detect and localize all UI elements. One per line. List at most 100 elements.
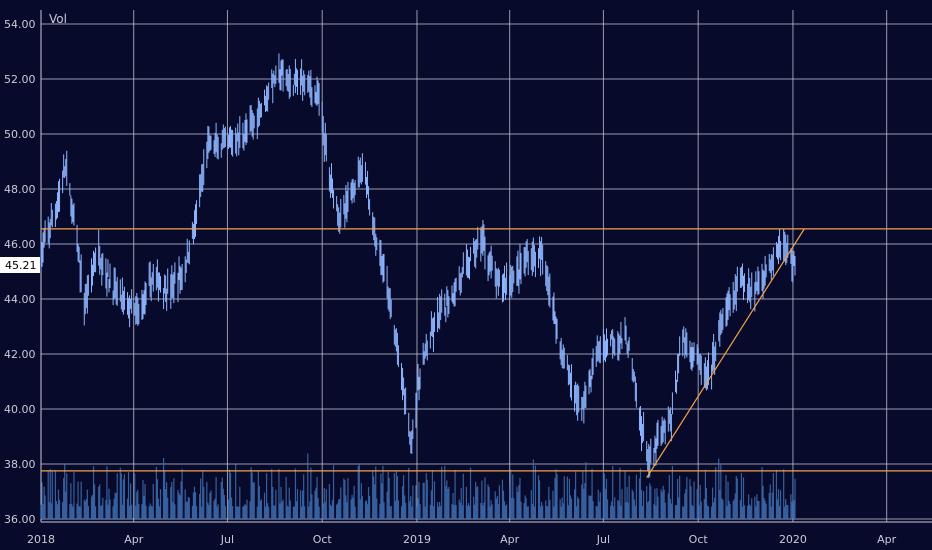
volume-bar: [734, 493, 736, 519]
volume-bar: [93, 484, 96, 519]
volume-bar: [560, 506, 562, 519]
volume-bar: [217, 504, 219, 519]
volume-bar: [250, 467, 252, 519]
volume-bar: [742, 477, 745, 519]
volume-bar: [588, 495, 590, 519]
volume-bar: [150, 505, 152, 519]
volume-bar: [495, 498, 497, 519]
volume-bar: [524, 495, 526, 519]
volume-bar: [400, 506, 403, 519]
volume-bar: [47, 471, 49, 519]
volume-bar: [62, 501, 64, 519]
volume-bar: [440, 506, 442, 519]
volume-bar: [375, 466, 377, 519]
volume-bar: [66, 473, 68, 519]
volume-bar: [713, 502, 715, 519]
volume-bar: [245, 505, 247, 519]
volume-bar: [455, 504, 457, 519]
volume-bar: [221, 477, 223, 519]
volume-bar: [547, 506, 549, 519]
volume-bar: [451, 504, 453, 519]
volume-bar: [172, 502, 174, 519]
volume-bar: [170, 487, 172, 519]
volume-bar: [732, 501, 734, 519]
volume-bar: [596, 506, 598, 519]
volume-bar: [634, 505, 636, 519]
volume-bar: [590, 495, 592, 519]
volume-bar: [698, 505, 700, 519]
volume-bar: [87, 505, 89, 519]
volume-bar: [159, 489, 162, 519]
volume-bar: [729, 503, 731, 519]
volume-bar: [40, 504, 42, 519]
volume-bar: [401, 486, 404, 519]
horizontal-levels: [41, 228, 932, 479]
volume-bar: [177, 489, 179, 519]
volume-bar: [604, 488, 607, 519]
volume-bar: [260, 499, 263, 519]
volume-bar: [360, 483, 362, 519]
x-tick-label: Apr: [124, 533, 144, 546]
volume-bar: [76, 503, 78, 519]
volume-bar: [216, 506, 218, 519]
volume-bar: [338, 499, 340, 519]
volume-bar: [142, 479, 144, 519]
volume-bar: [328, 483, 331, 519]
volume-bar: [657, 496, 659, 519]
volume-bar: [194, 492, 197, 519]
volume-bar: [452, 493, 454, 519]
volume-bar: [646, 486, 648, 519]
volume-bar: [106, 466, 108, 519]
volume-bar: [265, 473, 268, 519]
volume-bar: [131, 504, 133, 519]
volume-bar: [94, 506, 97, 519]
volume-bar: [445, 486, 447, 519]
volume-bar: [229, 472, 232, 519]
volume-bar: [727, 481, 729, 519]
volume-bar: [308, 506, 310, 519]
volume-bar: [352, 497, 354, 519]
volume-bar: [668, 475, 670, 519]
volume-bar: [505, 504, 508, 519]
volume-bar: [699, 484, 701, 519]
volume-bar: [756, 494, 758, 519]
volume-bar: [357, 466, 359, 519]
volume-bar: [664, 502, 666, 519]
volume-bar: [706, 505, 709, 519]
volume-bar: [322, 503, 324, 519]
volume-bar: [530, 490, 532, 519]
volume-bar: [490, 500, 492, 519]
volume-bar: [301, 506, 303, 519]
volume-bar: [72, 506, 74, 519]
volume-bar: [504, 505, 507, 519]
volume-bar: [122, 479, 125, 519]
volume-bar: [379, 503, 381, 519]
volume-bar: [128, 506, 131, 519]
volume-bar: [555, 469, 557, 519]
volume-bar: [99, 484, 101, 519]
volume-bar: [323, 487, 325, 519]
volume-bar: [693, 481, 695, 519]
volume-bar: [674, 504, 677, 519]
volume-bar: [208, 504, 210, 519]
volume-bar: [546, 506, 548, 519]
volume-bar: [656, 488, 658, 519]
volume-bar: [70, 483, 72, 519]
volume-bar: [279, 503, 281, 519]
volume-bar: [725, 474, 727, 519]
volume-bar: [257, 470, 259, 519]
volume-bar: [650, 486, 652, 519]
volume-bar: [365, 500, 368, 519]
volume-bar: [353, 485, 355, 519]
volume-bar: [417, 498, 419, 519]
volume-bar: [429, 504, 431, 519]
volume-bar: [85, 499, 87, 519]
volume-bar: [203, 486, 205, 519]
volume-bar: [329, 504, 332, 519]
last-price-badge: [0, 257, 40, 273]
volume-bar: [537, 475, 540, 519]
volume-bar: [215, 477, 217, 519]
volume-bar: [743, 505, 746, 519]
x-tick-label: 2020: [779, 533, 807, 546]
